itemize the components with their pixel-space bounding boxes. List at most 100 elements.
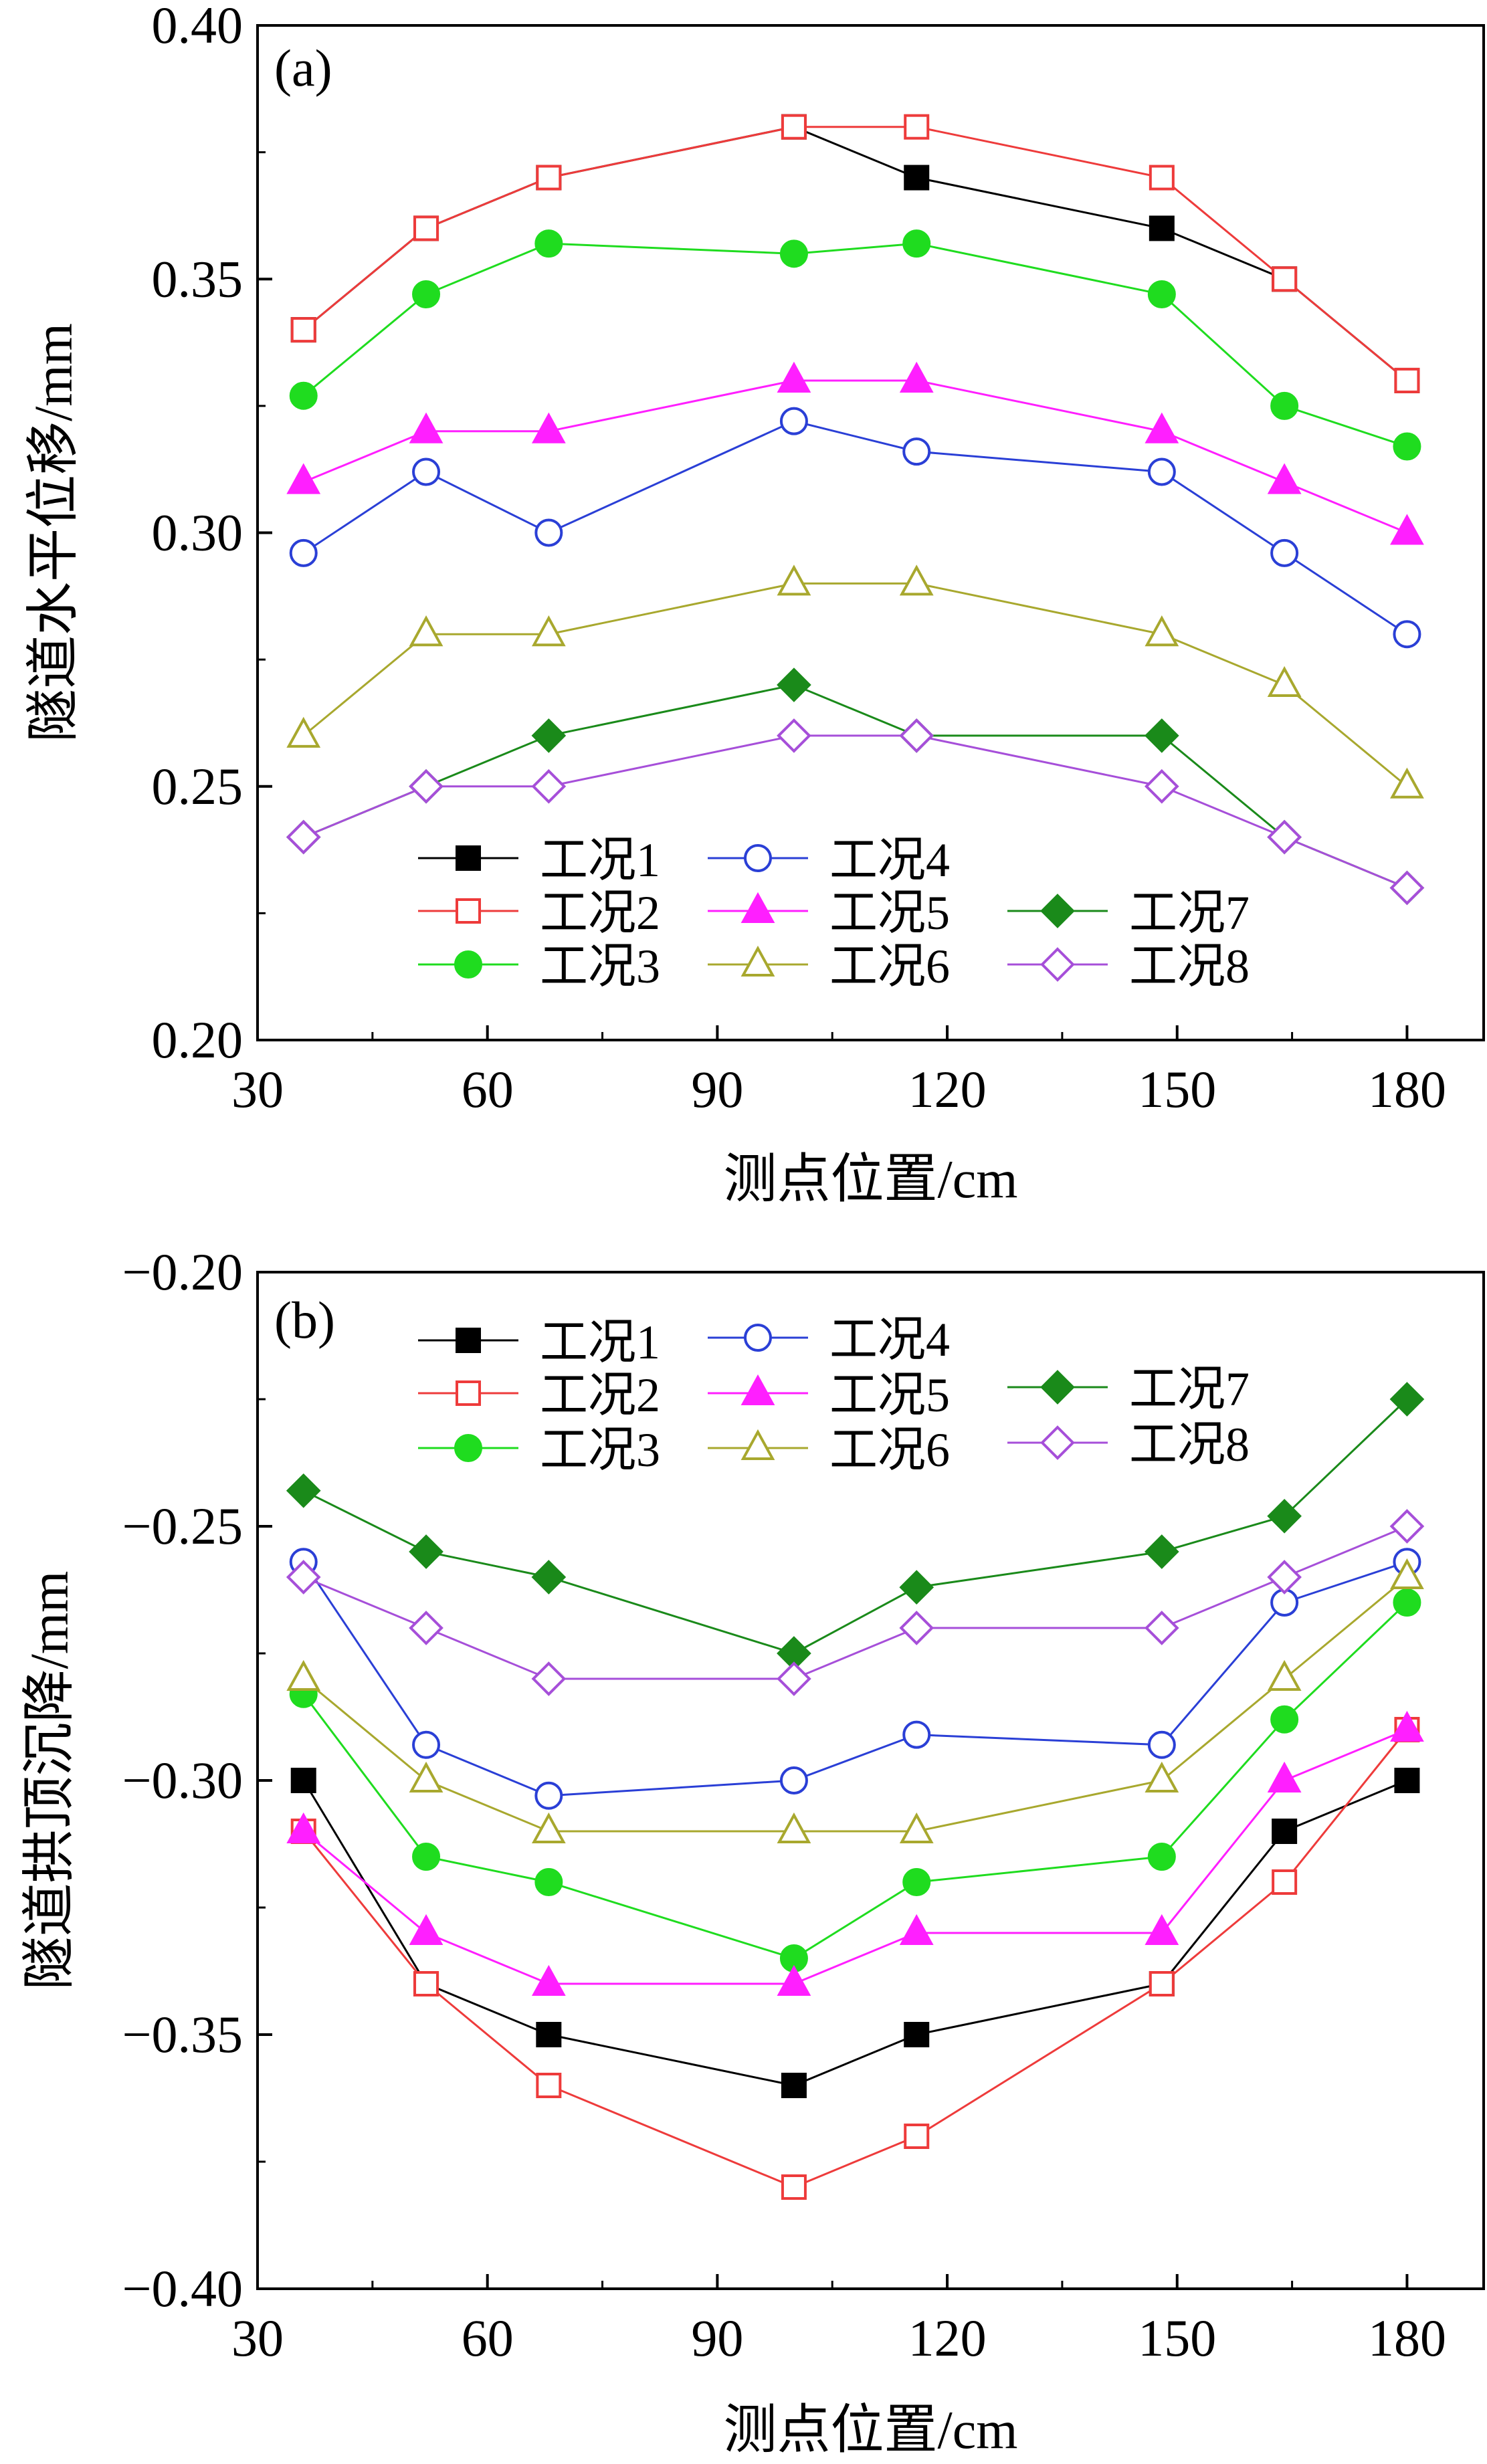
panel-label: (b): [274, 1291, 335, 1349]
data-point: [1272, 1869, 1298, 1895]
data-point: [413, 215, 439, 241]
data-point: [1390, 767, 1424, 799]
data-point: [1389, 1382, 1425, 1417]
y-axis-label: 隧道拱顶沉降/mm: [20, 1571, 79, 1990]
data-point: [1272, 1819, 1298, 1844]
data-point: [904, 2124, 930, 2149]
series-line: [302, 1728, 1408, 1985]
legend-marker: [740, 1374, 775, 1405]
legend-label: 工况1: [540, 833, 660, 887]
data-point: [536, 2073, 562, 2098]
data-point: [1393, 620, 1421, 649]
data-point: [536, 165, 562, 191]
data-point: [899, 1812, 934, 1843]
data-point: [290, 1768, 316, 1793]
x-tick-label: 60: [462, 1060, 514, 1118]
data-point: [286, 1473, 321, 1508]
data-point: [1270, 1705, 1299, 1734]
legend-item: 工况4: [708, 833, 950, 887]
legend-marker: [740, 1429, 775, 1460]
data-point: [534, 229, 563, 258]
x-tick-label: 120: [908, 1060, 987, 1118]
series-line: [302, 242, 1407, 447]
legend-marker: [1040, 1425, 1075, 1460]
legend-label: 工况5: [829, 1368, 950, 1422]
legend-marker: [456, 845, 481, 871]
data-point: [781, 2073, 807, 2098]
panel-label: (a): [274, 39, 332, 97]
y-tick-label: 0.20: [152, 1011, 243, 1069]
data-point: [286, 1659, 321, 1691]
series-工况2: [290, 114, 1420, 393]
data-point: [899, 1570, 934, 1605]
data-point: [531, 412, 566, 443]
legend-label: 工况2: [540, 886, 660, 940]
legend-item: 工况8: [1007, 1418, 1250, 1471]
data-point: [409, 412, 443, 443]
legend-marker: [744, 1324, 772, 1352]
data-point: [777, 1661, 811, 1696]
x-tick-label: 90: [691, 2309, 743, 2367]
data-point: [1145, 1611, 1179, 1645]
series-line: [303, 1398, 1408, 1655]
data-point: [1149, 165, 1175, 191]
series-工况5: [286, 1710, 1424, 1996]
legend-item: 工况6: [708, 1423, 950, 1477]
data-point: [531, 1964, 566, 1996]
data-point: [902, 229, 931, 258]
x-tick-label: 150: [1138, 2309, 1216, 2367]
data-point: [777, 668, 811, 702]
data-point: [534, 1868, 563, 1896]
legend-item: 工况3: [418, 1423, 660, 1477]
data-point: [1270, 391, 1299, 420]
data-point: [409, 1611, 443, 1645]
data-point: [1149, 215, 1175, 241]
data-point: [777, 718, 811, 753]
data-point: [777, 1812, 811, 1843]
data-point: [1145, 718, 1179, 753]
data-point: [412, 1843, 441, 1871]
data-point: [904, 2022, 930, 2047]
series-line: [303, 684, 1408, 889]
series-工况1: [290, 114, 1420, 393]
legend-marker: [456, 1328, 481, 1353]
data-point: [1393, 1588, 1421, 1617]
data-point: [412, 457, 441, 486]
data-point: [409, 768, 443, 804]
data-point: [1267, 1761, 1302, 1792]
legend-item: 工况8: [1007, 940, 1250, 993]
x-tick-label: 30: [231, 1060, 284, 1118]
data-point: [531, 768, 567, 804]
data-point: [904, 165, 930, 191]
data-point: [531, 1812, 566, 1843]
data-point: [286, 716, 321, 748]
data-point: [534, 518, 563, 547]
data-point: [1267, 665, 1302, 698]
data-point: [902, 437, 931, 466]
data-point: [1149, 1971, 1175, 1996]
data-point: [1267, 819, 1302, 855]
data-point: [1389, 870, 1425, 906]
legend-marker: [454, 950, 482, 979]
legend-item: 工况2: [418, 886, 660, 940]
y-tick-label: 0.35: [152, 249, 243, 308]
legend-item: 工况3: [418, 940, 660, 993]
x-tick-label: 90: [691, 1060, 743, 1118]
series-工况3: [289, 1588, 1421, 1972]
series-工况3: [289, 229, 1421, 461]
legend-label: 工况3: [540, 940, 660, 993]
data-point: [781, 2174, 807, 2200]
series-工况8: [286, 718, 1425, 906]
series-工况5: [286, 361, 1424, 545]
data-point: [781, 114, 807, 140]
legend-marker: [740, 945, 775, 977]
data-point: [1145, 412, 1179, 443]
panel-a: 30 60 90 120 150 180 0.20 0.25 0.30 0.35 0.40 测点位置/…: [24, 0, 1485, 1209]
legend-label: 工况8: [1129, 940, 1250, 993]
legend-item: 工况1: [418, 1316, 660, 1369]
data-point: [1390, 514, 1424, 545]
data-point: [409, 1534, 443, 1569]
data-point: [899, 564, 934, 596]
legend-label: 工况6: [829, 940, 950, 993]
x-axis-label: 测点位置/cm: [724, 2401, 1018, 2460]
